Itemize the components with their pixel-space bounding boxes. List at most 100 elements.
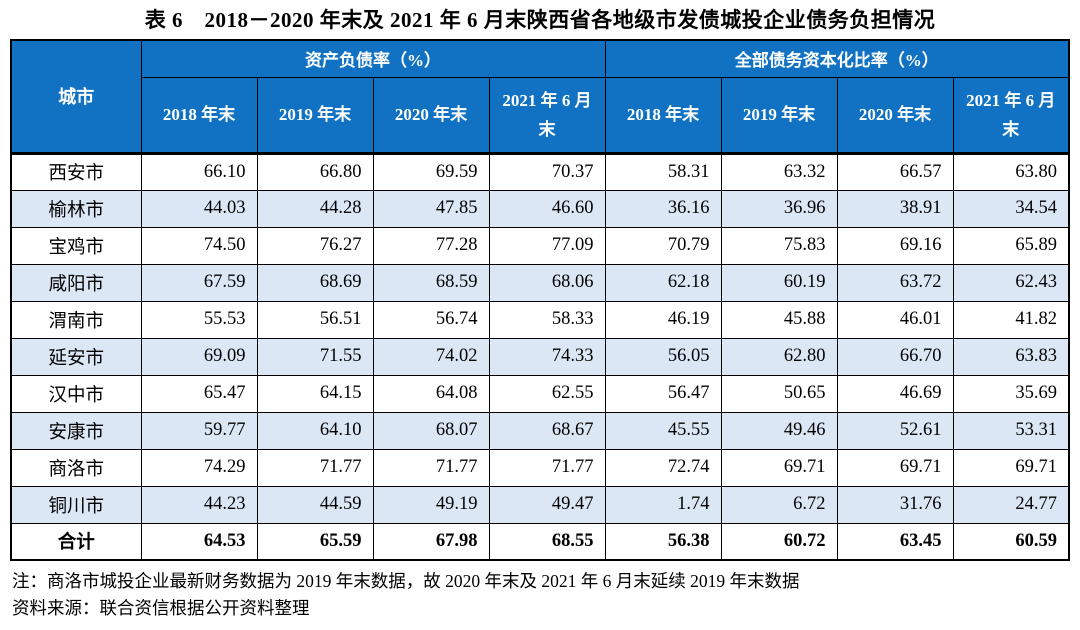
value-cell: 68.69: [256, 263, 374, 302]
value-cell: 1.74: [604, 485, 722, 524]
value-cell: 58.31: [604, 152, 722, 191]
value-cell: 69.59: [372, 152, 490, 191]
value-cell: 69.71: [836, 448, 954, 487]
value-cell: 74.02: [372, 337, 490, 376]
value-cell: 77.09: [488, 226, 606, 265]
value-cell: 36.96: [720, 189, 838, 228]
value-cell: 74.29: [140, 448, 258, 487]
value-cell: 24.77: [952, 485, 1070, 524]
value-cell: 63.83: [952, 337, 1070, 376]
value-cell: 70.37: [488, 152, 606, 191]
note-text: 注：商洛市城投企业最新财务数据为 2019 年末数据，故 2020 年末及 20…: [12, 571, 800, 591]
value-cell: 69.16: [836, 226, 954, 265]
value-cell: 63.32: [720, 152, 838, 191]
value-cell: 65.89: [952, 226, 1070, 265]
value-cell: 62.80: [720, 337, 838, 376]
column-header-alr-2019: 2019 年末: [256, 76, 374, 155]
value-cell: 46.69: [836, 374, 954, 413]
value-cell: 68.67: [488, 411, 606, 450]
city-cell: 宝鸡市: [10, 226, 142, 265]
column-header-city: 城市: [10, 39, 142, 155]
value-cell: 45.88: [720, 300, 838, 339]
value-cell: 74.50: [140, 226, 258, 265]
value-cell: 53.31: [952, 411, 1070, 450]
value-cell: 74.33: [488, 337, 606, 376]
column-header-dcr-2019: 2019 年末: [720, 76, 838, 155]
value-cell: 64.08: [372, 374, 490, 413]
value-cell: 44.28: [256, 189, 374, 228]
table-row-shangluo: 商洛市 74.29 71.77 71.77 71.77 72.74 69.71 …: [10, 448, 1070, 487]
value-cell: 56.05: [604, 337, 722, 376]
total-value-cell: 56.38: [604, 522, 722, 561]
value-cell: 49.47: [488, 485, 606, 524]
header-sub-row: 2018 年末 2019 年末 2020 年末 2021 年 6 月末 2018…: [11, 76, 1070, 155]
table-row-baoji: 宝鸡市 74.50 76.27 77.28 77.09 70.79 75.83 …: [10, 226, 1070, 265]
debt-burden-table: 城市 资产负债率（%） 全部债务资本化比率（%） 2018 年末 2019 年末…: [10, 39, 1070, 561]
value-cell: 34.54: [952, 189, 1070, 228]
value-cell: 71.77: [372, 448, 490, 487]
table-body: 西安市 66.10 66.80 69.59 70.37 58.31 63.32 …: [10, 152, 1070, 561]
city-cell: 商洛市: [10, 448, 142, 487]
column-header-alr-2018: 2018 年末: [140, 76, 258, 155]
value-cell: 62.55: [488, 374, 606, 413]
value-cell: 69.71: [952, 448, 1070, 487]
group-header-debt-capitalization-ratio: 全部债务资本化比率（%）: [604, 39, 1070, 78]
table-row-xianyang: 咸阳市 67.59 68.69 68.59 68.06 62.18 60.19 …: [10, 263, 1070, 302]
value-cell: 66.57: [836, 152, 954, 191]
value-cell: 56.74: [372, 300, 490, 339]
value-cell: 68.07: [372, 411, 490, 450]
value-cell: 49.19: [372, 485, 490, 524]
city-cell: 咸阳市: [10, 263, 142, 302]
value-cell: 75.83: [720, 226, 838, 265]
value-cell: 44.59: [256, 485, 374, 524]
table-header: 城市 资产负债率（%） 全部债务资本化比率（%） 2018 年末 2019 年末…: [10, 39, 1070, 155]
city-cell: 汉中市: [10, 374, 142, 413]
value-cell: 46.60: [488, 189, 606, 228]
value-cell: 50.65: [720, 374, 838, 413]
value-cell: 38.91: [836, 189, 954, 228]
table-row-total: 合计 64.53 65.59 67.98 68.55 56.38 60.72 6…: [10, 522, 1070, 561]
city-cell: 铜川市: [10, 485, 142, 524]
total-value-cell: 60.72: [720, 522, 838, 561]
table-row-tongchuan: 铜川市 44.23 44.59 49.19 49.47 1.74 6.72 31…: [10, 485, 1070, 524]
total-value-cell: 64.53: [140, 522, 258, 561]
table-row-yulin: 榆林市 44.03 44.28 47.85 46.60 36.16 36.96 …: [10, 189, 1070, 228]
total-value-cell: 67.98: [372, 522, 490, 561]
total-value-cell: 65.59: [256, 522, 374, 561]
value-cell: 67.59: [140, 263, 258, 302]
total-label-cell: 合计: [10, 522, 142, 561]
column-header-dcr-2018: 2018 年末: [604, 76, 722, 155]
value-cell: 69.71: [720, 448, 838, 487]
value-cell: 45.55: [604, 411, 722, 450]
table-title: 表 6 2018－2020 年末及 2021 年 6 月末陕西省各地级市发债城投…: [144, 8, 936, 32]
value-cell: 77.28: [372, 226, 490, 265]
value-cell: 35.69: [952, 374, 1070, 413]
total-value-cell: 60.59: [952, 522, 1070, 561]
table-row-ankang: 安康市 59.77 64.10 68.07 68.67 45.55 49.46 …: [10, 411, 1070, 450]
value-cell: 63.72: [836, 263, 954, 302]
column-header-alr-2020: 2020 年末: [372, 76, 490, 155]
value-cell: 76.27: [256, 226, 374, 265]
value-cell: 70.79: [604, 226, 722, 265]
total-value-cell: 63.45: [836, 522, 954, 561]
table-row-xian: 西安市 66.10 66.80 69.59 70.37 58.31 63.32 …: [10, 152, 1070, 191]
value-cell: 46.19: [604, 300, 722, 339]
city-cell: 榆林市: [10, 189, 142, 228]
value-cell: 31.76: [836, 485, 954, 524]
value-cell: 71.77: [488, 448, 606, 487]
value-cell: 46.01: [836, 300, 954, 339]
value-cell: 55.53: [140, 300, 258, 339]
value-cell: 44.23: [140, 485, 258, 524]
value-cell: 47.85: [372, 189, 490, 228]
total-value-cell: 68.55: [488, 522, 606, 561]
value-cell: 52.61: [836, 411, 954, 450]
value-cell: 71.77: [256, 448, 374, 487]
value-cell: 56.51: [256, 300, 374, 339]
value-cell: 64.15: [256, 374, 374, 413]
value-cell: 71.55: [256, 337, 374, 376]
value-cell: 65.47: [140, 374, 258, 413]
table-row-weinan: 渭南市 55.53 56.51 56.74 58.33 46.19 45.88 …: [10, 300, 1070, 339]
value-cell: 62.18: [604, 263, 722, 302]
city-cell: 延安市: [10, 337, 142, 376]
